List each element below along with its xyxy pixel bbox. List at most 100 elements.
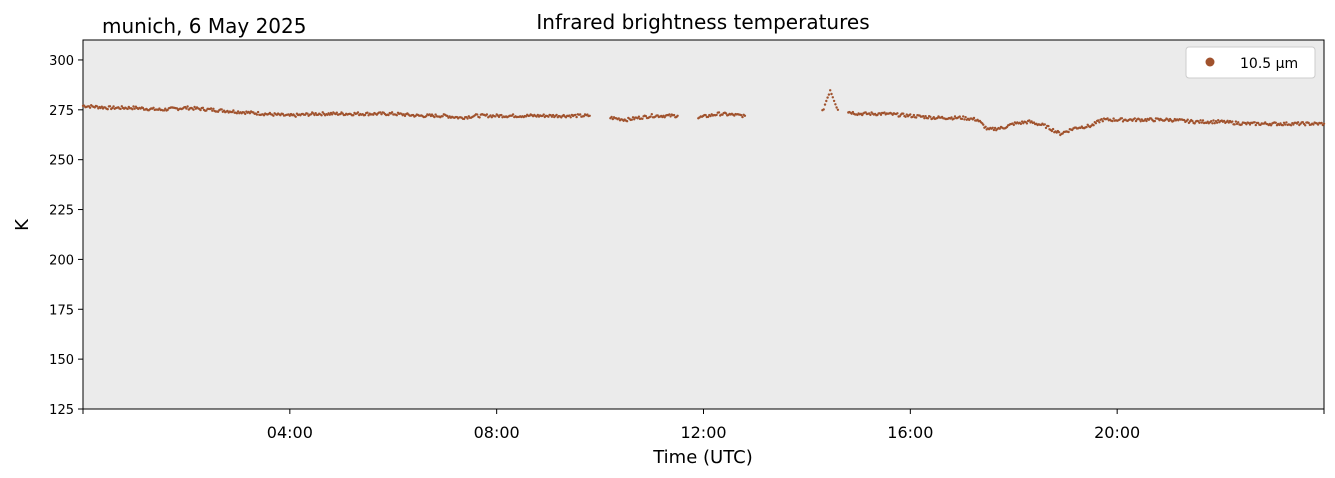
data-point [574, 113, 577, 117]
data-point [446, 114, 449, 118]
data-point [617, 117, 620, 120]
data-point [88, 106, 92, 109]
data-point [193, 105, 196, 109]
data-point [1097, 119, 1100, 122]
data-point [1193, 122, 1196, 125]
data-point [466, 117, 469, 120]
plot-area [82, 39, 1325, 410]
data-point [998, 127, 1001, 130]
data-point [1201, 119, 1205, 122]
data-point [380, 113, 383, 116]
data-point [830, 92, 833, 96]
y-tick-label: 200 [49, 253, 74, 268]
data-point [1145, 119, 1148, 123]
data-point [1285, 121, 1288, 124]
data-point [1094, 122, 1098, 125]
data-point [1226, 119, 1229, 123]
data-point [952, 117, 955, 120]
data-point [320, 114, 323, 117]
data-point [1134, 119, 1138, 123]
data-point [1191, 119, 1194, 123]
y-tick-label: 250 [49, 154, 74, 169]
data-point [209, 107, 213, 110]
data-point [1047, 124, 1050, 128]
data-point [582, 115, 585, 118]
chart-title: Infrared brightness temperatures [536, 10, 869, 34]
data-point [835, 106, 838, 109]
data-point [826, 96, 829, 99]
data-point [1067, 130, 1070, 134]
data-point [869, 113, 872, 117]
data-point [963, 118, 966, 121]
data-point [433, 115, 436, 119]
data-point [898, 115, 901, 118]
data-point [610, 115, 613, 119]
data-point [232, 109, 235, 112]
data-point [152, 106, 155, 110]
data-point [644, 115, 648, 118]
data-point [962, 115, 965, 118]
data-point [555, 113, 558, 117]
data-point [536, 113, 539, 117]
data-points-layer [81, 89, 1326, 137]
data-point [1200, 121, 1204, 124]
data-point [500, 113, 503, 117]
data-point [926, 117, 930, 120]
data-point [547, 115, 550, 118]
data-point [1198, 121, 1201, 125]
data-point [630, 118, 633, 121]
data-point [827, 93, 831, 96]
data-point [743, 114, 747, 118]
data-point [1106, 117, 1109, 120]
data-point [489, 114, 492, 117]
data-point [120, 105, 124, 108]
data-point [1111, 119, 1114, 123]
data-point [119, 107, 122, 111]
data-point [575, 115, 578, 119]
data-point [909, 113, 912, 116]
data-point [201, 106, 205, 110]
data-point [1101, 120, 1105, 123]
data-point [579, 113, 582, 116]
data-point [740, 114, 743, 117]
data-point [425, 115, 428, 118]
data-point [434, 113, 437, 116]
data-point [1139, 120, 1142, 123]
data-point [1304, 124, 1307, 127]
data-point [186, 105, 189, 108]
data-point [1281, 124, 1285, 127]
data-point [1222, 119, 1226, 123]
data-point [1233, 123, 1236, 126]
data-point [676, 114, 679, 118]
x-tick-label: 20:00 [1094, 423, 1140, 442]
data-point [904, 115, 907, 119]
y-tick-label: 275 [49, 104, 74, 119]
x-tick-label: 08:00 [474, 423, 520, 442]
data-point [363, 113, 367, 117]
data-point [313, 113, 316, 117]
data-point [1248, 123, 1252, 126]
data-point [1211, 122, 1214, 125]
data-point [960, 117, 964, 121]
data-point [717, 111, 721, 114]
data-point [1144, 118, 1147, 121]
data-point [896, 112, 899, 115]
data-point [864, 111, 867, 114]
data-point [1240, 123, 1243, 126]
data-point [478, 116, 481, 119]
data-point [834, 103, 837, 106]
data-point [205, 109, 208, 112]
data-point [1234, 120, 1238, 123]
y-tick-label: 300 [49, 54, 74, 69]
data-point [1199, 119, 1202, 122]
data-point [668, 113, 671, 116]
data-point [132, 105, 135, 108]
data-point [1044, 126, 1048, 130]
data-point [588, 114, 591, 118]
data-point [964, 116, 967, 119]
data-point [1245, 123, 1248, 126]
data-point [982, 123, 985, 126]
data-point [905, 113, 908, 116]
data-point [822, 108, 825, 111]
